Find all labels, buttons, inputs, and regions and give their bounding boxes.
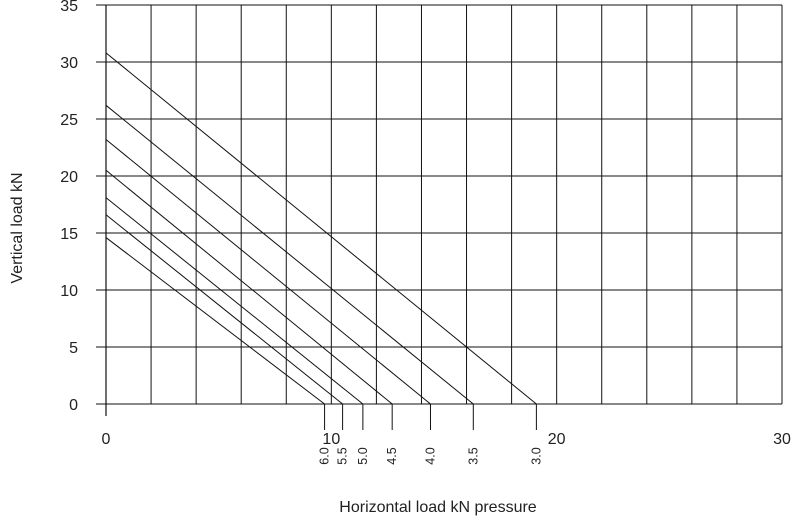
series-label: 3.5	[466, 447, 480, 464]
tick-labels: 0 5 10 15 20 25 30 35 0 10 20 30 3.0 3.5 4.0 4.5 5.0 5.5 6…	[60, 0, 791, 465]
x-axis-title: Horizontal load kN pressure	[339, 499, 537, 516]
series-line	[105, 237, 325, 405]
series-line	[105, 169, 393, 405]
y-axis-title: Vertical load kN	[9, 172, 26, 283]
x-tick-label: 30	[773, 431, 791, 448]
series-label: 5.5	[336, 447, 350, 464]
y-tick-label: 0	[69, 397, 78, 414]
x-tick-label: 20	[548, 431, 566, 448]
series-lines	[105, 52, 537, 430]
y-tick-label: 25	[60, 112, 78, 129]
series-label: 4.5	[385, 447, 399, 464]
series-line	[105, 139, 431, 405]
series-line	[105, 104, 474, 405]
series-line	[105, 197, 364, 405]
x-tick-label: 10	[322, 431, 340, 448]
series-label: 6.0	[318, 447, 332, 464]
series-line	[105, 52, 537, 405]
y-tick-label: 15	[60, 226, 78, 243]
series-label: 3.0	[529, 447, 543, 464]
series-label: 4.0	[423, 447, 437, 464]
y-tick-label: 5	[69, 340, 78, 357]
series-line	[105, 214, 343, 405]
x-tick-label: 0	[102, 431, 111, 448]
y-tick-label: 35	[60, 0, 78, 15]
grid	[96, 4, 783, 405]
y-tick-label: 30	[60, 55, 78, 72]
y-tick-label: 20	[60, 169, 78, 186]
series-label: 5.0	[356, 447, 370, 464]
y-tick-label: 10	[60, 283, 78, 300]
